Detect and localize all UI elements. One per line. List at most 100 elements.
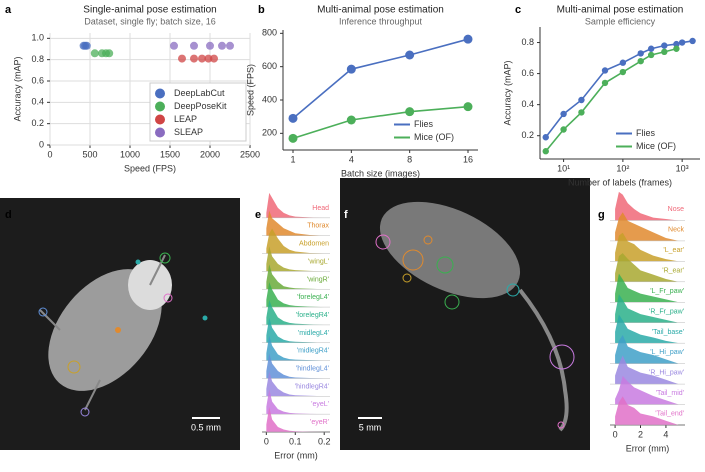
- x-tick-label: 2: [638, 429, 643, 439]
- chart-subtitle: Inference throughput: [339, 16, 423, 26]
- y-tick-label: 0: [39, 139, 44, 149]
- x-tick-label: 500: [82, 149, 97, 159]
- ridge-label: 'R_Fr_paw': [649, 308, 684, 315]
- point: [542, 134, 549, 141]
- point: [178, 54, 186, 63]
- ridge-label: 'midlegR4': [297, 348, 329, 355]
- point: [678, 39, 686, 46]
- series-line: [545, 40, 693, 138]
- point: [637, 50, 644, 57]
- scale-bar-label: 5 mm: [359, 422, 382, 432]
- y-tick-label: 0.6: [31, 75, 44, 85]
- x-tick-label: 0.2: [318, 436, 331, 446]
- ridge-label: Head: [312, 205, 329, 212]
- point: [288, 133, 298, 143]
- y-tick-label: 600: [262, 61, 277, 71]
- ridge-label: 'Tail_base': [652, 329, 684, 336]
- density: [266, 371, 325, 397]
- point: [673, 40, 680, 48]
- x-tick-label: 1500: [160, 149, 180, 159]
- density: [615, 253, 679, 282]
- ridge-label: 'wingR': [307, 276, 329, 283]
- legend-label: Mice (OF): [414, 132, 454, 142]
- point: [346, 115, 356, 125]
- density: [266, 192, 325, 218]
- point: [542, 148, 549, 155]
- ridge-label: 'L_Fr_paw': [650, 288, 684, 295]
- panel-letter: d: [5, 209, 12, 221]
- series-line: [292, 38, 469, 119]
- chart-subtitle: Sample efficiency: [585, 16, 656, 26]
- panel-letter: b: [258, 4, 265, 16]
- ridge-label: 'eyeL': [311, 401, 329, 408]
- x-axis-label: Number of labels (frames): [568, 177, 672, 187]
- legend-label: LEAP: [174, 114, 197, 124]
- density: [266, 246, 325, 272]
- point: [82, 41, 91, 50]
- point: [198, 54, 206, 63]
- density: [615, 294, 679, 323]
- x-tick-label: 4: [663, 429, 668, 439]
- x-tick-label: 2000: [200, 149, 220, 159]
- density: [615, 335, 679, 364]
- point: [661, 42, 668, 49]
- legend-label: SLEAP: [174, 127, 203, 137]
- point: [601, 67, 609, 74]
- legend-label: DeepPoseKit: [174, 101, 227, 111]
- legend-label: DeepLabCut: [174, 88, 225, 98]
- y-tick-label: 200: [262, 128, 277, 138]
- scale-bar-label: 0.5 mm: [191, 422, 221, 432]
- point: [689, 37, 696, 45]
- point: [661, 48, 668, 56]
- legend-swatch: [155, 114, 165, 125]
- y-tick-label: 0.8: [31, 54, 44, 64]
- x-axis-label: Batch size (images): [341, 168, 420, 178]
- x-axis-label: Error (mm): [626, 443, 670, 453]
- density: [266, 353, 325, 379]
- panel-letter: e: [255, 209, 261, 221]
- density: [266, 210, 325, 236]
- panel-letter: a: [5, 4, 12, 16]
- x-tick-label: 0: [264, 436, 269, 446]
- x-tick-label: 1000: [120, 149, 140, 159]
- chart-title: Multi-animal pose estimation: [557, 5, 684, 16]
- point: [218, 41, 226, 50]
- point: [601, 79, 609, 87]
- point: [288, 113, 298, 123]
- density: [615, 314, 679, 344]
- legend-box: [149, 82, 247, 142]
- density: [615, 212, 679, 241]
- density: [615, 273, 679, 303]
- density: [615, 375, 679, 405]
- y-tick-label: 0.2: [31, 118, 44, 128]
- point: [190, 54, 198, 63]
- point: [560, 126, 567, 133]
- point: [170, 41, 178, 50]
- point: [105, 49, 114, 58]
- point: [578, 109, 585, 116]
- point: [226, 41, 234, 50]
- x-axis-label: Speed (FPS): [124, 163, 176, 173]
- x-tick-label: 10¹: [557, 163, 570, 173]
- legend-label: Flies: [636, 128, 656, 138]
- y-tick-label: 0.4: [521, 99, 534, 109]
- density: [266, 264, 325, 290]
- density: [615, 191, 679, 221]
- x-tick-label: 0: [47, 149, 52, 159]
- point: [90, 49, 99, 58]
- x-tick-label: 8: [407, 154, 412, 164]
- density: [615, 232, 679, 262]
- x-tick-label: 1: [290, 154, 295, 164]
- ridge-label: 'eyeR': [310, 419, 329, 426]
- x-tick-label: 10³: [676, 163, 689, 173]
- legend-swatch: [155, 127, 165, 138]
- legend-label: Flies: [414, 119, 434, 129]
- x-tick-label: 0.1: [289, 436, 302, 446]
- density: [266, 389, 325, 415]
- y-tick-label: 800: [262, 28, 277, 38]
- y-axis-label: Accuracy (mAP): [502, 60, 512, 125]
- x-tick-label: 0: [613, 429, 618, 439]
- ridge-label: 'L_ear': [663, 247, 684, 254]
- panel-letter: c: [515, 4, 521, 16]
- y-tick-label: 1.0: [31, 33, 44, 43]
